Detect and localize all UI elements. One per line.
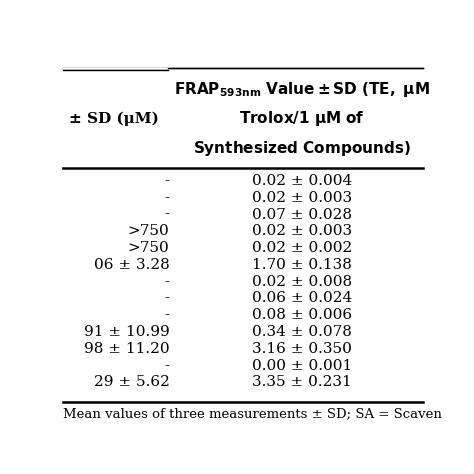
Text: $\mathbf{Trolox/1\ \mu M\ of}$: $\mathbf{Trolox/1\ \mu M\ of}$ <box>239 109 365 128</box>
Text: 0.07 ± 0.028: 0.07 ± 0.028 <box>252 208 352 221</box>
Text: 0.02 ± 0.008: 0.02 ± 0.008 <box>252 275 352 289</box>
Text: 0.00 ± 0.001: 0.00 ± 0.001 <box>252 359 352 373</box>
Text: $\mathbf{Synthesized\ Compounds)}$: $\mathbf{Synthesized\ Compounds)}$ <box>193 138 410 158</box>
Text: ± SD (μM): ± SD (μM) <box>69 112 159 126</box>
Text: 1.70 ± 0.138: 1.70 ± 0.138 <box>252 258 352 272</box>
Text: 0.02 ± 0.003: 0.02 ± 0.003 <box>252 224 352 238</box>
Text: 0.06 ± 0.024: 0.06 ± 0.024 <box>252 292 352 306</box>
Text: 29 ± 5.62: 29 ± 5.62 <box>93 375 169 390</box>
Text: Mean values of three measurements ± SD; SA = Scaven: Mean values of three measurements ± SD; … <box>63 407 442 420</box>
Text: -: - <box>164 191 169 205</box>
Text: 3.35 ± 0.231: 3.35 ± 0.231 <box>252 375 352 390</box>
Text: 0.34 ± 0.078: 0.34 ± 0.078 <box>252 325 352 339</box>
Text: 0.08 ± 0.006: 0.08 ± 0.006 <box>252 308 352 322</box>
Text: 3.16 ± 0.350: 3.16 ± 0.350 <box>252 342 352 356</box>
Text: -: - <box>164 208 169 221</box>
Text: >750: >750 <box>128 241 169 255</box>
Text: 0.02 ± 0.002: 0.02 ± 0.002 <box>252 241 352 255</box>
Text: -: - <box>164 292 169 306</box>
Text: >750: >750 <box>128 224 169 238</box>
Text: -: - <box>164 174 169 188</box>
Text: -: - <box>164 275 169 289</box>
Text: 06 ± 3.28: 06 ± 3.28 <box>94 258 169 272</box>
Text: 0.02 ± 0.003: 0.02 ± 0.003 <box>252 191 352 205</box>
Text: $\mathbf{FRAP_{593nm}}$ $\mathbf{Value \pm SD\ (TE,\ \mu M}$: $\mathbf{FRAP_{593nm}}$ $\mathbf{Value \… <box>174 80 429 99</box>
Text: 91 ± 10.99: 91 ± 10.99 <box>84 325 169 339</box>
Text: 0.02 ± 0.004: 0.02 ± 0.004 <box>252 174 352 188</box>
Text: -: - <box>164 359 169 373</box>
Text: -: - <box>164 308 169 322</box>
Text: 98 ± 11.20: 98 ± 11.20 <box>84 342 169 356</box>
